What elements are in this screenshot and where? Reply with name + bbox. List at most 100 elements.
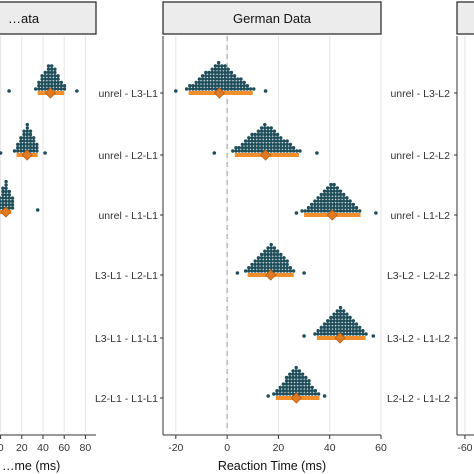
x-tick-label: 40: [324, 442, 336, 454]
sample-dot: [291, 146, 296, 150]
sample-dot: [242, 84, 246, 88]
distribution-4: [235, 242, 306, 281]
x-tick-label: -20: [168, 442, 183, 454]
sample-dot: [19, 149, 23, 153]
sample-dot: [306, 209, 311, 213]
sample-dot: [256, 146, 261, 150]
sample-dot: [326, 322, 330, 326]
sample-dot: [304, 382, 308, 386]
sample-dot: [313, 392, 318, 396]
sample-dot: [288, 382, 292, 386]
sample-dot: [40, 74, 44, 78]
sample-dot: [213, 74, 218, 78]
tail-dot: [35, 208, 40, 212]
panel-strip: [162, 1, 382, 35]
sample-dot: [297, 389, 302, 393]
category-label: unrel - L2-L1: [98, 150, 158, 162]
sample-dot: [197, 87, 202, 91]
sample-dot: [313, 202, 317, 207]
sample-dot: [263, 136, 267, 140]
sample-dot: [200, 74, 205, 78]
sample-dot: [281, 385, 286, 390]
sample-dot: [28, 146, 33, 150]
sample-dot: [200, 77, 205, 81]
sample-dot: [313, 209, 317, 213]
sample-dot: [345, 325, 349, 330]
sample-dot: [269, 256, 273, 260]
sample-dot: [326, 332, 330, 336]
tail-dot: [43, 151, 47, 155]
sample-dot: [266, 259, 270, 263]
sample-dot: [239, 84, 243, 88]
sample-dot: [50, 64, 54, 68]
sample-dot: [247, 266, 251, 270]
sample-dot: [28, 139, 33, 143]
distribution-3: [0, 179, 40, 218]
sample-dot: [351, 206, 355, 210]
sample-dot: [304, 375, 308, 380]
sample-dot: [329, 329, 333, 333]
sample-dot: [204, 70, 208, 75]
sample-dot: [245, 87, 250, 91]
sample-dot: [7, 203, 11, 207]
sample-dot: [252, 87, 256, 91]
sample-dot: [361, 329, 365, 333]
sample-dot: [335, 209, 339, 213]
sample-dot: [275, 256, 280, 260]
tail-dot: [7, 89, 11, 93]
sample-dot: [279, 149, 283, 153]
sample-dot: [329, 199, 333, 203]
sample-dot: [329, 206, 333, 210]
sample-dot: [259, 262, 264, 267]
sample-dot: [50, 77, 54, 81]
sample-dot: [207, 80, 211, 85]
sample-dot: [335, 312, 339, 316]
sample-dot: [316, 196, 320, 200]
sample-dot: [272, 132, 277, 137]
sample-dot: [332, 315, 336, 320]
sample-dot: [291, 379, 295, 383]
sample-dot: [53, 84, 57, 88]
sample-dot: [322, 196, 327, 200]
sample-dot: [272, 262, 277, 267]
sample-dot: [4, 186, 8, 190]
sample-dot: [279, 136, 283, 140]
sample-dot: [354, 332, 359, 336]
sample-dot: [35, 149, 39, 153]
sample-dot: [43, 80, 47, 85]
sample-dot: [263, 132, 267, 137]
sample-dot: [204, 84, 208, 88]
sample-dot: [338, 196, 343, 200]
sample-dot: [253, 259, 257, 263]
sample-dot: [53, 70, 57, 75]
sample-dot: [19, 146, 23, 150]
sample-dot: [1, 193, 5, 197]
sample-dot: [263, 269, 267, 273]
sample-dot: [291, 375, 295, 380]
sample-dot: [22, 146, 26, 150]
sample-dot: [300, 385, 305, 390]
sample-dot: [278, 392, 282, 396]
sample-dot: [191, 87, 195, 91]
sample-dot: [332, 196, 336, 200]
sample-dot: [229, 80, 234, 85]
sample-dot: [304, 389, 308, 393]
sample-dot: [263, 122, 267, 127]
sample-dot: [342, 322, 346, 326]
sample-dot: [307, 389, 311, 393]
sample-dot: [338, 309, 343, 313]
sample-dot: [275, 392, 279, 396]
sample-dot: [279, 269, 283, 273]
sample-dot: [275, 136, 280, 140]
sample-dot: [313, 332, 317, 336]
sample-dot: [294, 375, 298, 380]
sample-dot: [46, 64, 51, 68]
sample-dot: [322, 325, 327, 330]
sample-dot: [272, 392, 276, 396]
sample-dot: [275, 139, 280, 143]
sample-dot: [28, 149, 33, 153]
sample-dot: [220, 77, 224, 81]
sample-dot: [310, 202, 314, 207]
sample-dot: [338, 199, 343, 203]
sample-dot: [304, 385, 308, 390]
